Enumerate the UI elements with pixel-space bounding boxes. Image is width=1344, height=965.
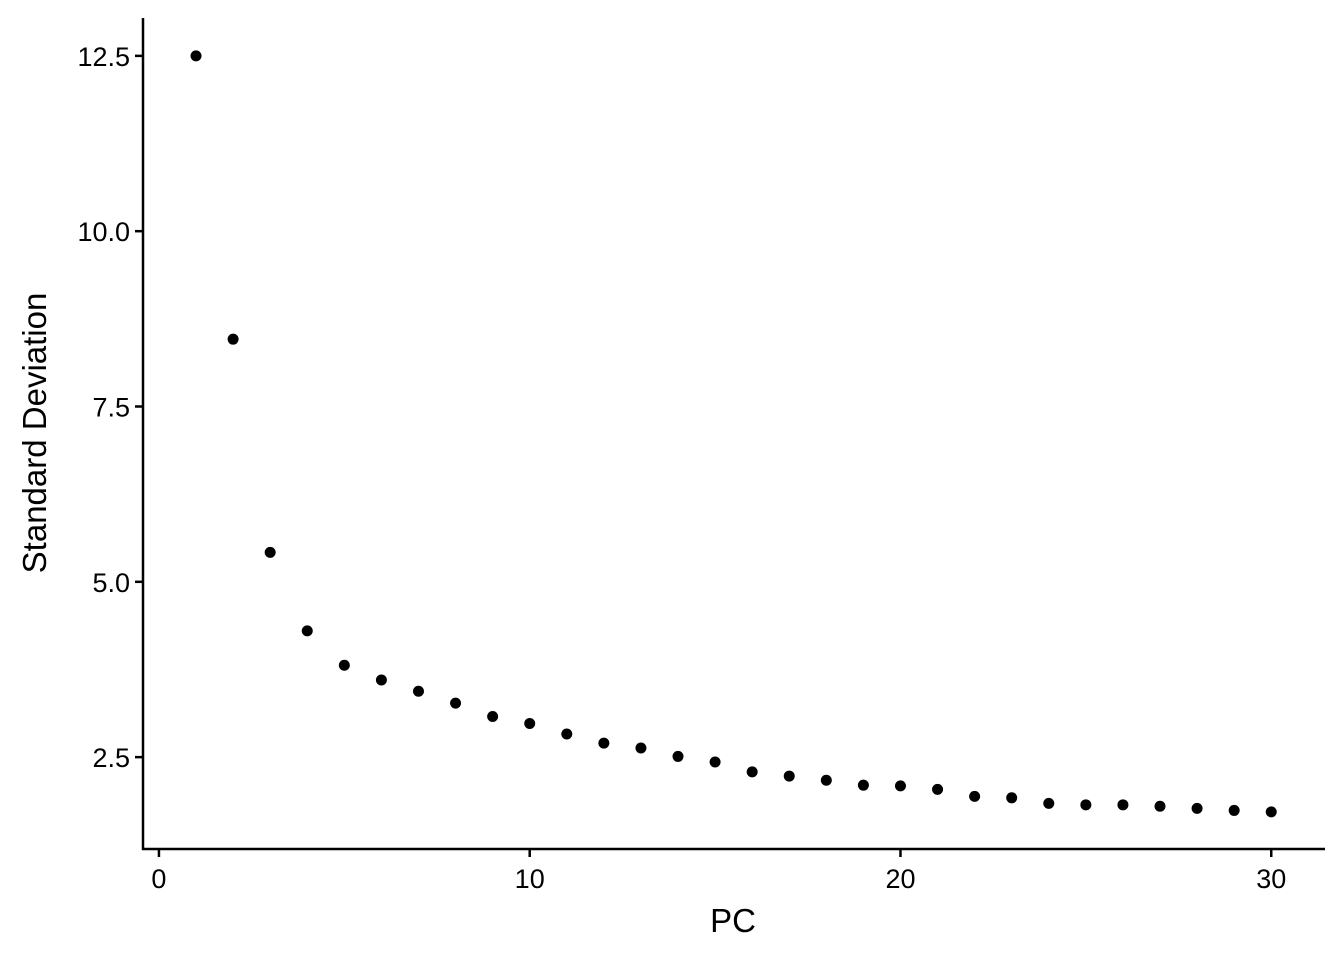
point — [227, 333, 239, 345]
point — [1265, 806, 1277, 818]
point — [894, 780, 906, 792]
point — [524, 717, 536, 729]
point — [820, 774, 832, 786]
point — [598, 737, 610, 749]
point — [932, 783, 944, 795]
point — [783, 770, 795, 782]
x-tick-label: 0 — [151, 864, 166, 894]
x-tick-label: 10 — [515, 864, 545, 894]
x-axis-title: PC — [710, 902, 756, 939]
point — [301, 625, 313, 637]
y-tick-label: 2.5 — [92, 743, 130, 773]
y-tick-label: 5.0 — [92, 568, 130, 598]
point — [746, 766, 758, 778]
point — [969, 790, 981, 802]
x-tick-label: 30 — [1256, 864, 1286, 894]
point — [487, 710, 499, 722]
point — [1191, 802, 1203, 814]
point — [635, 742, 647, 754]
point — [1043, 797, 1055, 809]
point — [857, 779, 869, 791]
point — [1080, 799, 1092, 811]
point — [672, 750, 684, 762]
point — [450, 697, 462, 709]
y-tick-label: 12.5 — [77, 42, 130, 72]
point — [375, 674, 387, 686]
point — [709, 756, 721, 768]
point — [1117, 799, 1129, 811]
point — [561, 728, 573, 740]
y-tick-label: 10.0 — [77, 217, 130, 247]
x-tick-label: 20 — [885, 864, 915, 894]
y-tick-label: 7.5 — [92, 393, 130, 423]
point — [1228, 804, 1240, 816]
point — [190, 50, 202, 62]
point — [412, 685, 424, 697]
y-axis-title: Standard Deviation — [16, 293, 53, 574]
point — [264, 546, 276, 558]
point — [1154, 800, 1166, 812]
point — [338, 659, 350, 671]
point — [1006, 792, 1018, 804]
